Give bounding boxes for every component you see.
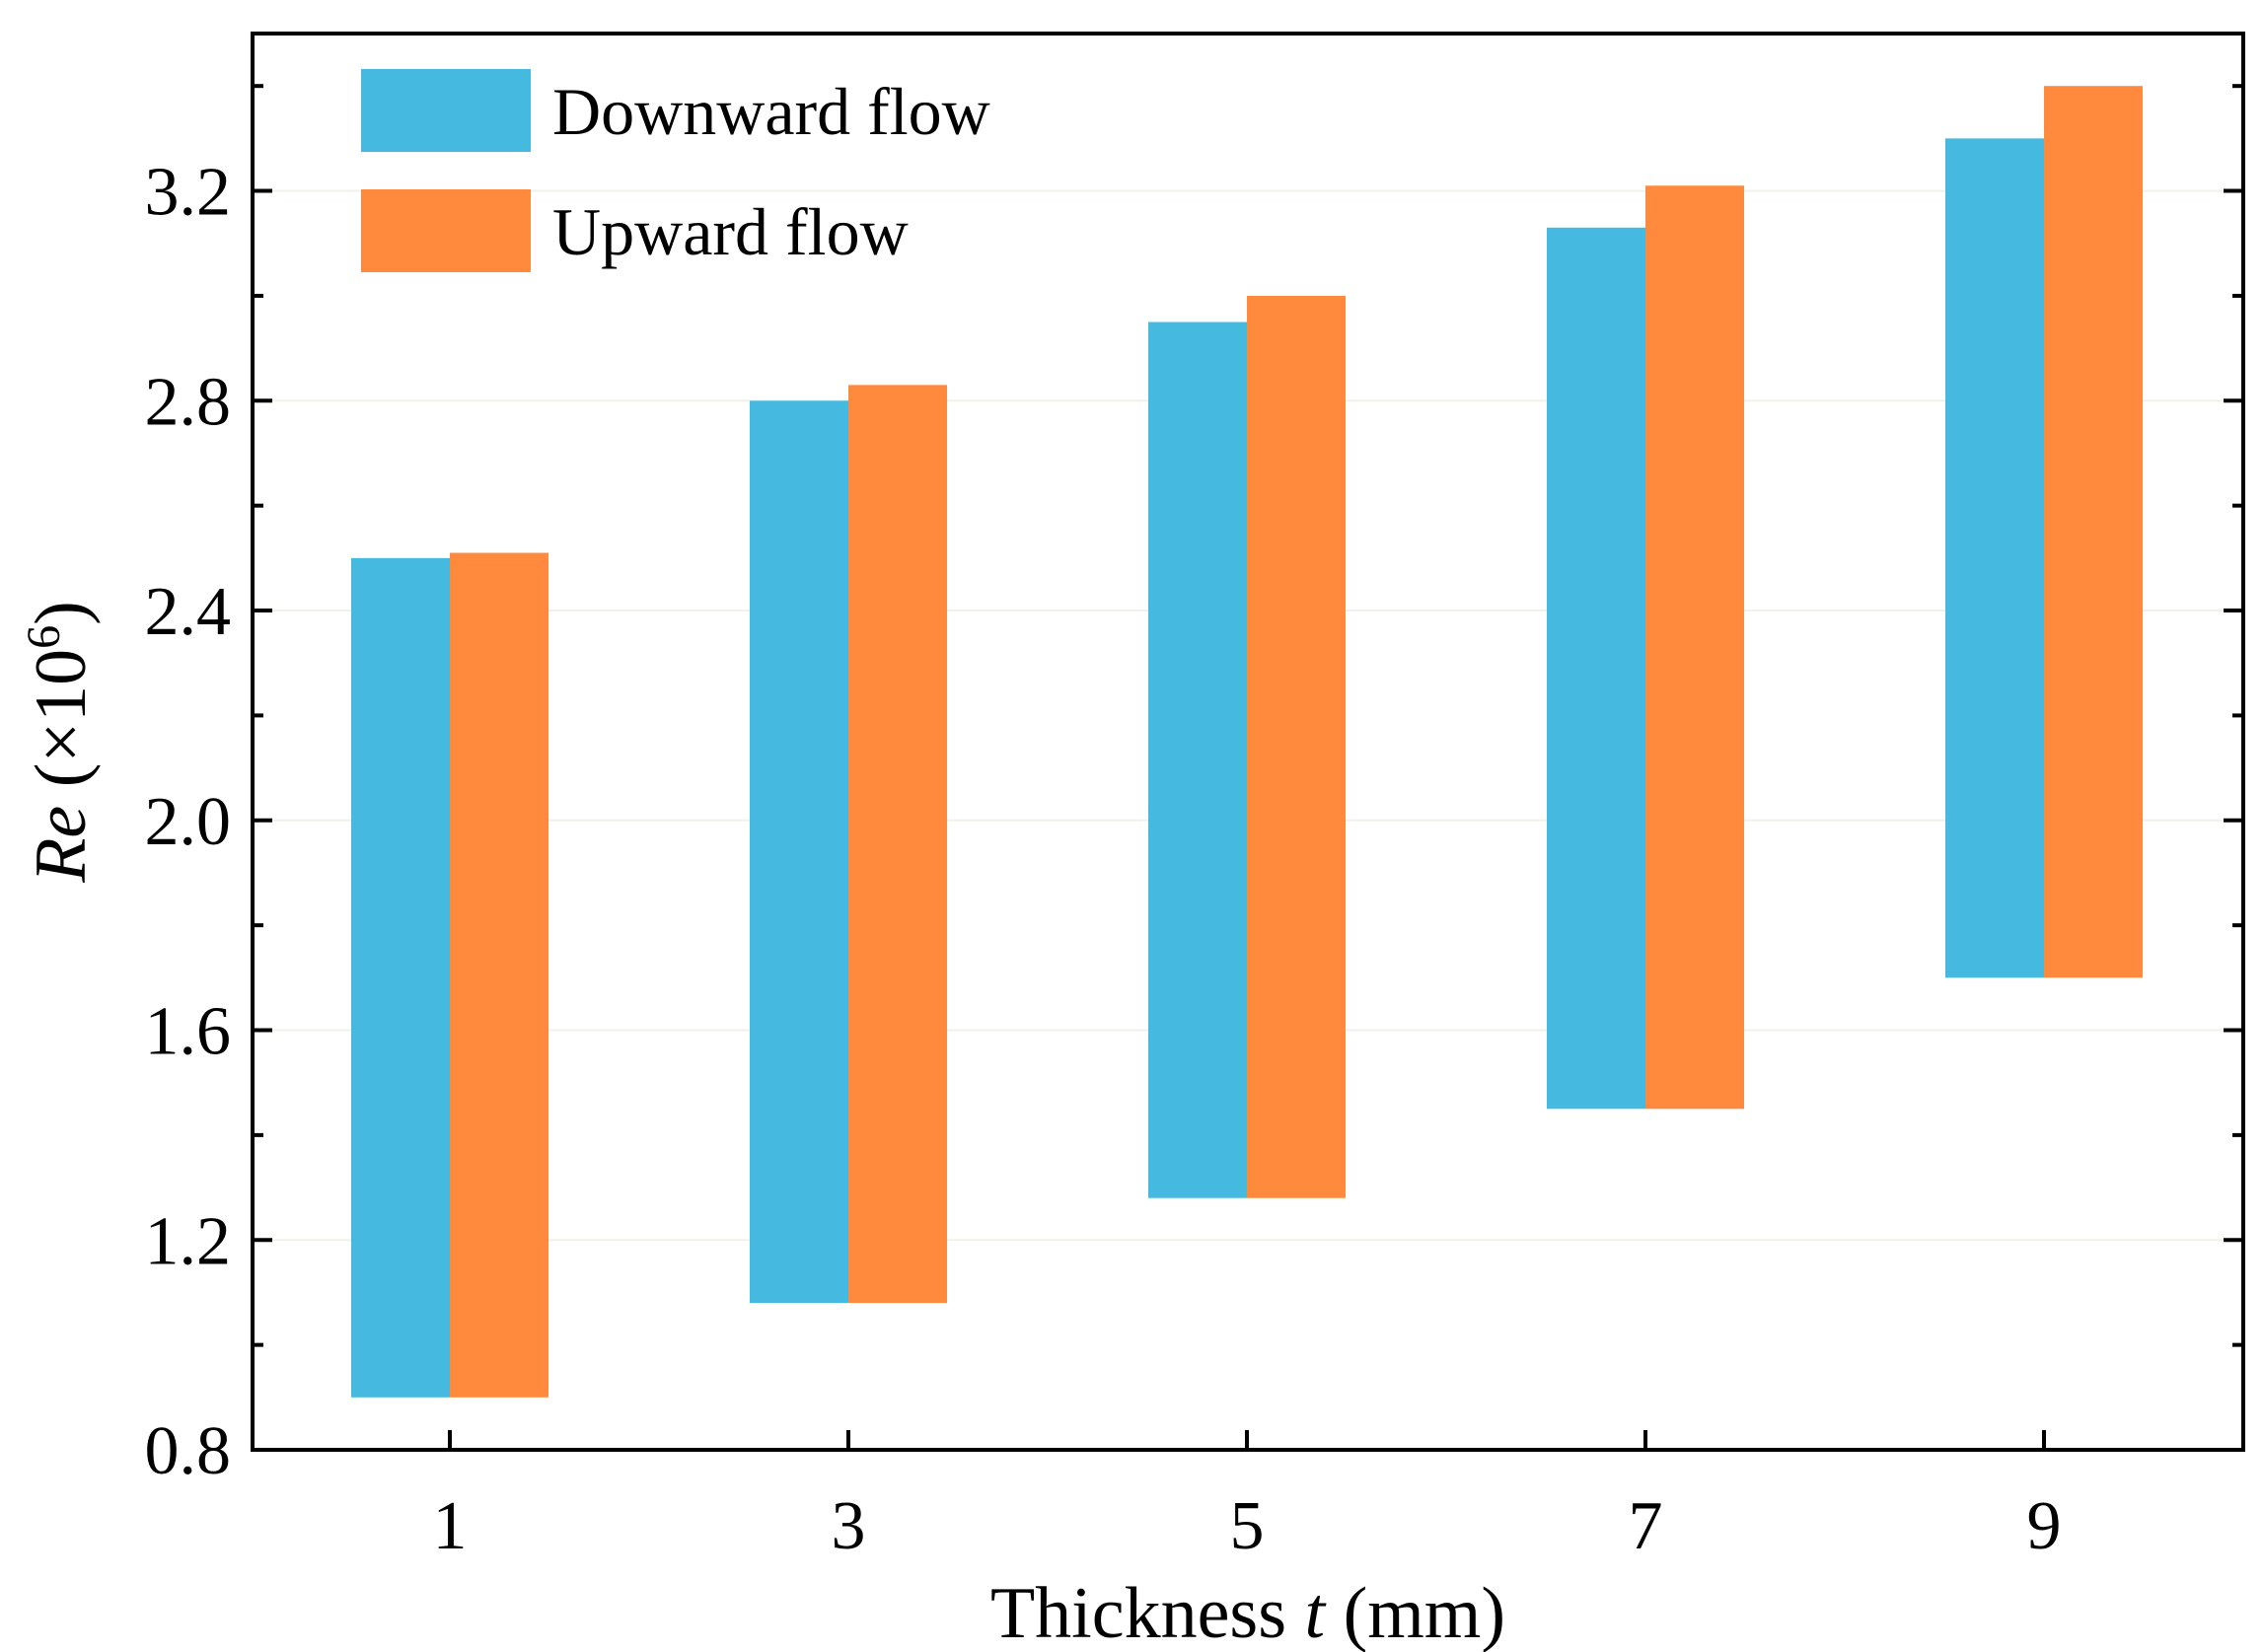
x-tick-label-7: 7 <box>1629 1488 1663 1564</box>
x-tick-label-1: 1 <box>433 1488 468 1564</box>
x-axis-title-var: t <box>1305 1573 1328 1652</box>
legend: Downward flow Upward flow <box>361 69 990 272</box>
x-axis-title: Thickness t (mm) <box>990 1573 1505 1652</box>
legend-label-downward: Downward flow <box>552 74 990 149</box>
y-tick-label-2: 1.6 <box>145 994 232 1070</box>
x-axis-title-suffix: (mm) <box>1325 1573 1505 1652</box>
y-tick-label-1: 1.2 <box>145 1203 232 1279</box>
x-tick-label-9: 9 <box>2027 1488 2062 1564</box>
bar-upward-t9 <box>2044 86 2143 978</box>
legend-swatch-downward <box>361 69 531 152</box>
plot-frame <box>251 32 2245 1452</box>
bar-downward-t1 <box>351 557 450 1398</box>
y-axis-title-var: Re <box>21 806 102 884</box>
bar-downward-t9 <box>1945 138 2044 978</box>
y-axis-title-close: ) <box>21 601 102 625</box>
bar-downward-t3 <box>750 400 848 1304</box>
bar-layer <box>351 86 2143 1398</box>
bar-upward-t1 <box>450 552 548 1398</box>
y-tick-label-0: 0.8 <box>145 1413 232 1489</box>
x-axis-title-prefix: Thickness <box>990 1573 1305 1652</box>
legend-label-upward: Upward flow <box>552 194 909 269</box>
bar-upward-t3 <box>848 385 947 1304</box>
x-tick-labels: 1 3 5 7 9 <box>433 1488 2062 1564</box>
y-axis-title-exponent: 6 <box>18 625 70 649</box>
y-tick-label-4: 2.4 <box>145 574 232 650</box>
bar-upward-t5 <box>1247 295 1346 1198</box>
x-tick-label-5: 5 <box>1230 1488 1265 1564</box>
y-tick-label-5: 2.8 <box>145 364 232 440</box>
y-tick-labels: 0.8 1.2 1.6 2.0 2.4 2.8 3.2 <box>145 155 232 1489</box>
bar-downward-t7 <box>1547 227 1645 1110</box>
y-tick-label-3: 2.0 <box>145 784 232 860</box>
y-axis-title-unit: (×10 <box>21 649 102 806</box>
y-axis-title: Re (×106) <box>18 601 103 884</box>
bar-upward-t7 <box>1645 185 1744 1110</box>
y-tick-label-6: 3.2 <box>145 155 232 231</box>
x-tick-label-3: 3 <box>832 1488 866 1564</box>
legend-swatch-upward <box>361 189 531 272</box>
bar-downward-t5 <box>1148 322 1247 1198</box>
